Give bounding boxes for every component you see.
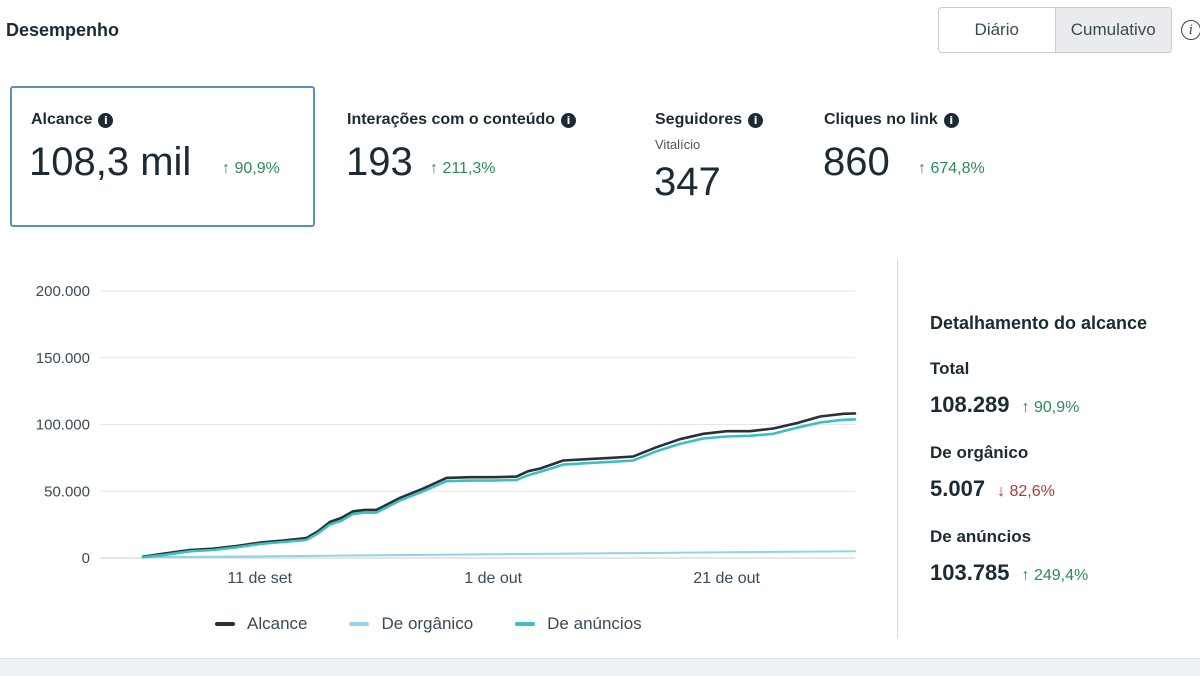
metric-label-reach: Alcance i [31, 111, 114, 129]
bottom-scroll-area [0, 658, 1200, 676]
series-line-ads [141, 418, 857, 559]
cumulative-toggle-button[interactable]: Cumulativo [1054, 8, 1171, 52]
legend-swatch [349, 622, 370, 626]
view-toggle: Diário Cumulativo [938, 7, 1172, 53]
reach-line-chart: 200.000 150.000 100.000 50.000 0 11 de set 1 d… [36, 283, 857, 587]
y-tick-label: 0 [82, 550, 90, 567]
info-icon[interactable]: i [943, 112, 959, 128]
panel-divider [897, 260, 898, 638]
metric-sub-followers: Vitalício [655, 137, 701, 152]
breakdown-value-total: 108.289 ↑ 90,9% [930, 392, 1080, 417]
info-icon[interactable]: i [98, 112, 114, 128]
daily-toggle-button[interactable]: Diário [974, 20, 1019, 39]
y-tick-label: 100.000 [36, 417, 90, 434]
breakdown-label-total: Total [930, 359, 970, 378]
legend-swatch [515, 622, 536, 626]
metric-card-followers[interactable] [640, 86, 805, 227]
chart-legend: Alcance De orgânico De anúncios [215, 614, 642, 634]
breakdown-title: Detalhamento do alcance [930, 313, 1148, 333]
y-tick-label: 200.000 [36, 283, 90, 300]
info-icon[interactable]: i [1181, 20, 1200, 40]
breakdown-value-ads: 103.785 ↑ 249,4% [930, 560, 1089, 585]
metric-delta-link-clicks: ↑ 674,8% [918, 160, 985, 177]
metric-value-link-clicks: 860 [823, 140, 890, 184]
breakdown-label-ads: De anúncios [930, 527, 1032, 546]
legend-item-ads[interactable]: De anúncios [515, 614, 642, 634]
info-icon[interactable]: i [748, 112, 764, 128]
metric-delta-reach: ↑ 90,9% [222, 160, 280, 177]
info-icon[interactable]: i [561, 112, 577, 128]
metric-value-followers: 347 [654, 160, 721, 204]
x-tick-label: 21 de out [693, 570, 760, 587]
y-tick-label: 150.000 [36, 350, 90, 367]
legend-item-reach[interactable]: Alcance [215, 614, 307, 634]
metric-label-interactions: Interações com o conteúdo i [347, 111, 577, 129]
metric-value-interactions: 193 [346, 140, 413, 184]
breakdown-label-organic: De orgânico [930, 443, 1029, 462]
metric-label-followers: Seguidores i [655, 111, 764, 129]
metric-label-link-clicks: Cliques no link i [824, 111, 959, 129]
page-title: Desempenho [6, 20, 120, 40]
breakdown-delta-ads: ↑ 249,4% [1021, 567, 1089, 584]
x-tick-label: 11 de set [227, 570, 292, 587]
series-line-organic [142, 550, 856, 559]
legend-swatch [215, 622, 235, 626]
metric-value-reach: 108,3 mil [29, 140, 192, 184]
breakdown-delta-organic: ↓ 82,6% [997, 483, 1055, 500]
legend-item-organic[interactable]: De orgânico [349, 614, 473, 634]
x-tick-label: 1 de out [464, 570, 522, 587]
breakdown-value-organic: 5.007 ↓ 82,6% [930, 476, 1055, 501]
series-line-reach [141, 412, 857, 559]
y-tick-label: 50.000 [44, 483, 90, 500]
metric-card-reach[interactable] [10, 86, 315, 227]
metric-delta-interactions: ↑ 211,3% [430, 160, 496, 177]
breakdown-delta-total: ↑ 90,9% [1021, 399, 1080, 416]
